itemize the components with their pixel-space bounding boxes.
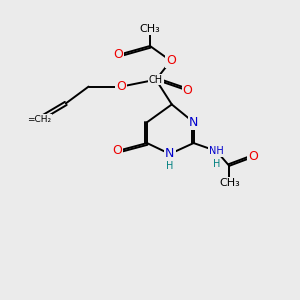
- Text: CH: CH: [149, 75, 163, 85]
- Text: O: O: [116, 80, 126, 93]
- Text: O: O: [112, 145, 122, 158]
- Text: CH₃: CH₃: [140, 24, 160, 34]
- Text: O: O: [183, 84, 193, 97]
- Text: CH₃: CH₃: [219, 178, 240, 188]
- Text: NH: NH: [209, 146, 224, 156]
- Text: N: N: [165, 148, 175, 160]
- Text: O: O: [113, 48, 123, 62]
- Text: H: H: [166, 161, 173, 171]
- Text: =CH₂: =CH₂: [27, 115, 51, 124]
- Text: O: O: [248, 150, 258, 164]
- Text: O: O: [166, 54, 176, 67]
- Text: N: N: [189, 116, 198, 129]
- Text: H: H: [213, 159, 220, 169]
